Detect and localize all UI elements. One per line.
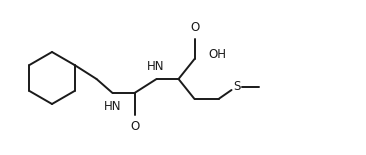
Text: HN: HN bbox=[147, 60, 164, 73]
Text: O: O bbox=[130, 120, 139, 133]
Text: O: O bbox=[190, 21, 199, 34]
Text: OH: OH bbox=[209, 49, 227, 62]
Text: S: S bbox=[233, 80, 240, 93]
Text: HN: HN bbox=[104, 100, 121, 113]
